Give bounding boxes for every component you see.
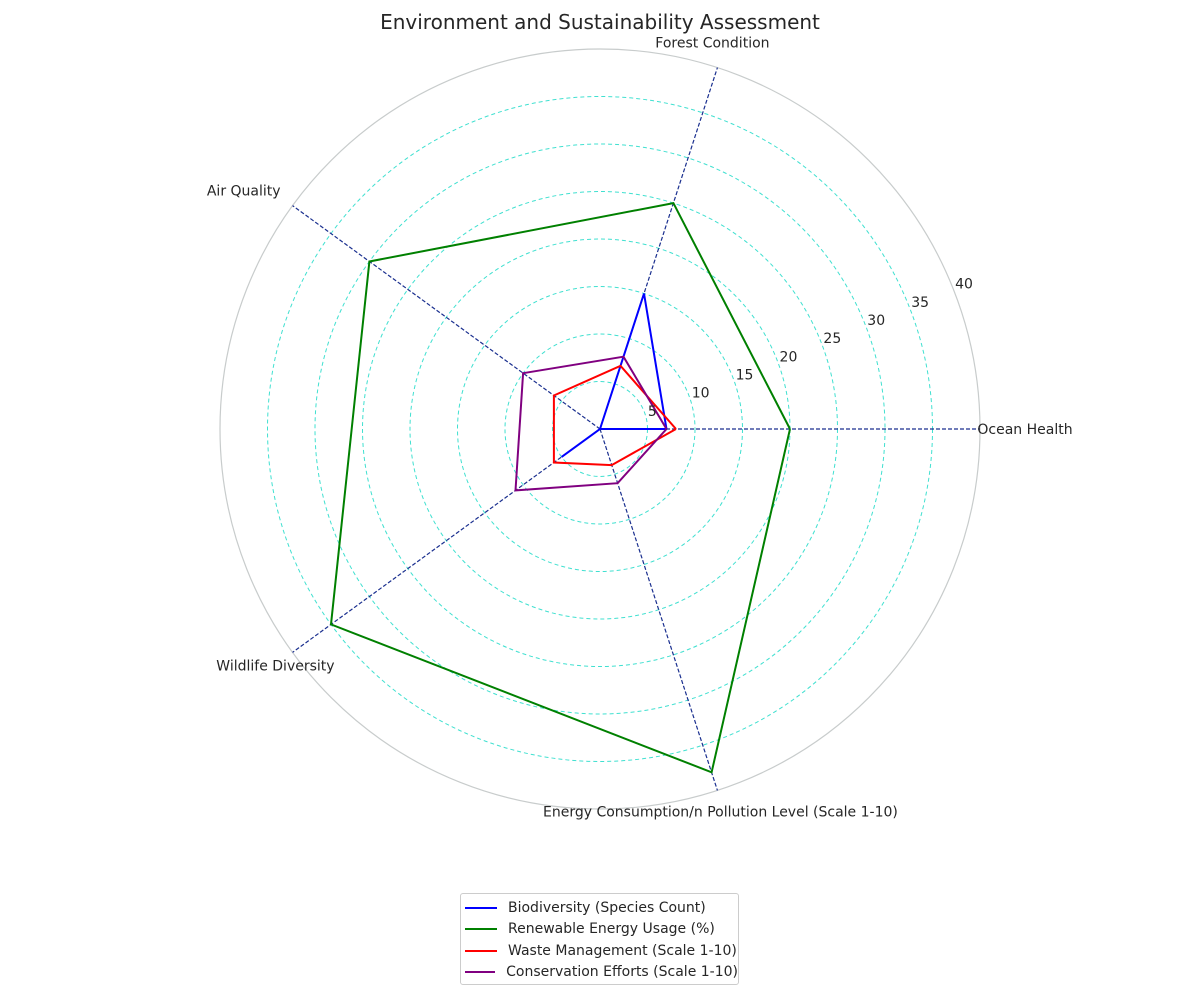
legend-label: Waste Management (Scale 1-10)	[508, 942, 737, 959]
series-line	[329, 201, 791, 774]
category-label: Forest Condition	[655, 36, 769, 52]
tick-layer: 5 10 15 20 25 30 35 40	[648, 277, 973, 420]
category-label: Ocean Health	[977, 422, 1072, 438]
legend-item: Renewable Energy Usage (%)	[465, 919, 738, 941]
legend: Biodiversity (Species Count) Renewable En…	[460, 893, 739, 985]
axis-spoke	[292, 205, 601, 430]
legend-swatch	[465, 906, 497, 909]
legend-item: Conservation Efforts (Scale 1-10)	[465, 962, 738, 984]
grid-ring	[457, 286, 743, 572]
radial-tick-label: 40	[955, 277, 973, 293]
category-label: Wildlife Diversity	[216, 658, 334, 674]
legend-swatch	[465, 928, 497, 931]
chart-title: Environment and Sustainability Assessmen…	[380, 10, 820, 34]
legend-label: Conservation Efforts (Scale 1-10)	[506, 964, 738, 981]
series-layer	[329, 201, 791, 774]
category-label: Air Quality	[207, 184, 281, 200]
radial-tick-label: 25	[823, 331, 841, 347]
series-line	[561, 293, 668, 458]
legend-item: Biodiversity (Species Count)	[465, 897, 738, 919]
radial-tick-label: 20	[780, 349, 798, 365]
axis-spoke	[292, 428, 601, 653]
radial-tick-label: 30	[867, 313, 885, 329]
radial-tick-label: 10	[692, 386, 710, 402]
category-label-layer: Ocean Health Forest Condition Air Quality W…	[207, 36, 1073, 821]
legend-swatch	[465, 971, 496, 974]
axis-spoke	[599, 428, 718, 791]
legend-swatch	[465, 949, 497, 952]
legend-label: Renewable Energy Usage (%)	[508, 921, 715, 938]
grid-ring	[504, 333, 696, 525]
legend-label: Biodiversity (Species Count)	[508, 899, 706, 916]
legend-item: Waste Management (Scale 1-10)	[465, 940, 738, 962]
radial-tick-label: 15	[736, 367, 754, 383]
series-line	[552, 364, 677, 467]
series-line	[514, 355, 668, 492]
category-label: Energy Consumption/n Pollution Level (Sc…	[543, 804, 898, 820]
radial-tick-label: 5	[648, 404, 657, 420]
radial-tick-label: 35	[911, 295, 929, 311]
